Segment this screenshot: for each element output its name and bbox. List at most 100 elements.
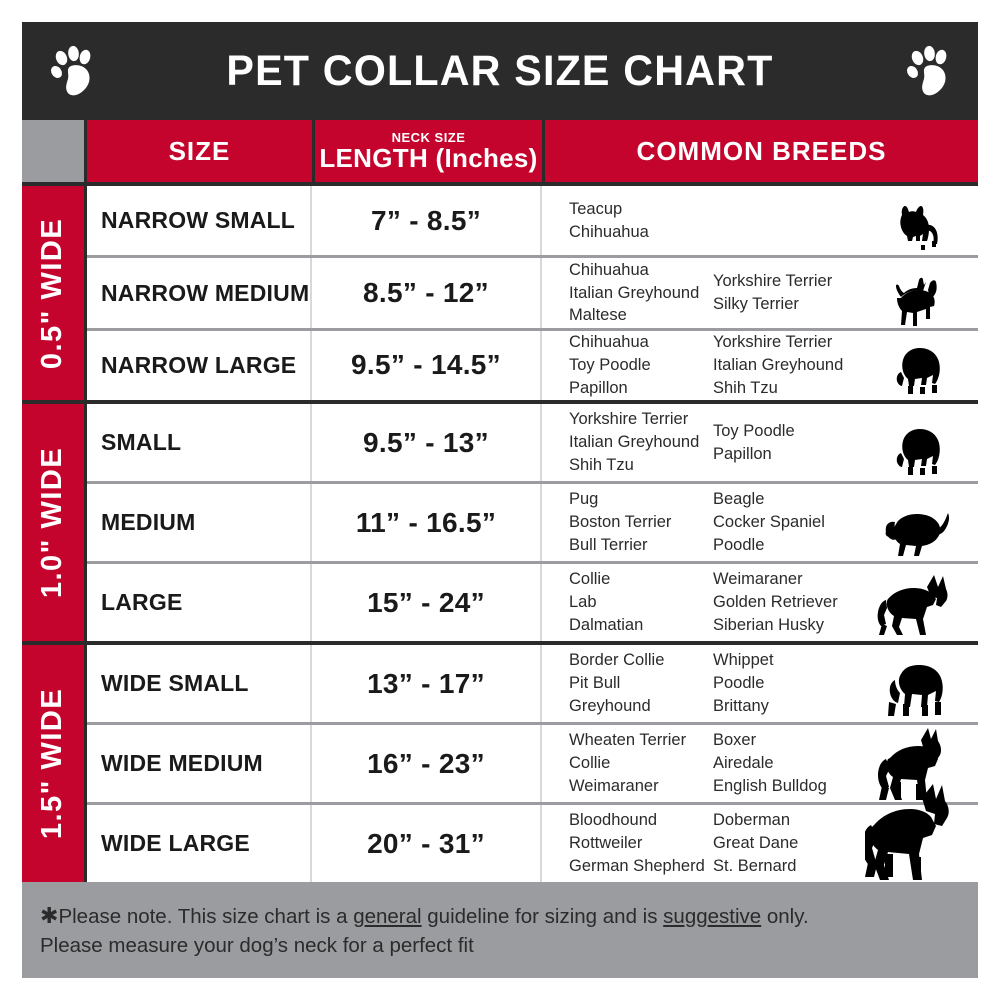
breed-item: Italian Greyhound (569, 283, 700, 302)
table-row: WIDE SMALL 13” - 17” Border Collie Pit B… (87, 645, 978, 726)
footer-emphasis-general: general (353, 904, 422, 928)
table-row: MEDIUM 11” - 16.5” Pug Boston Terrier Bu… (87, 484, 978, 565)
breed-item: Dalmatian (569, 615, 644, 634)
breed-item: Papillon (569, 378, 628, 397)
width-group-narrow: 0.5" WIDE NARROW SMALL 7” - 8.5” Teacup … (22, 182, 978, 401)
cell-length: 13” - 17” (312, 645, 542, 723)
cell-size: WIDE MEDIUM (87, 725, 312, 803)
header-corner-cell (22, 120, 84, 182)
yorkshire-terrier-silhouette (862, 186, 972, 255)
breed-item: St. Bernard (713, 856, 797, 875)
cell-breeds: Yorkshire Terrier Italian Greyhound Shih… (542, 404, 978, 481)
breeds-column-2: Whippet Poodle Brittany (713, 649, 774, 717)
cell-breeds: Chihuahua Italian Greyhound Maltese York… (542, 258, 978, 327)
breeds-column-1: Yorkshire Terrier Italian Greyhound Shih… (569, 408, 713, 476)
breed-item: Bull Terrier (569, 535, 648, 554)
breeds-column-1: Pug Boston Terrier Bull Terrier (569, 488, 713, 556)
breed-item: Weimaraner (713, 570, 803, 589)
pomeranian-silhouette (862, 331, 972, 400)
table-row: LARGE 15” - 24” Collie Lab Dalmatian Wei… (87, 564, 978, 642)
footer-text-b: guideline for sizing and is (421, 904, 664, 928)
cell-size: SMALL (87, 404, 312, 482)
breed-item: Wheaten Terrier (569, 731, 687, 750)
cell-size: MEDIUM (87, 484, 312, 562)
cell-length: 11” - 16.5” (312, 484, 542, 562)
size-table: SIZE NECK SIZE LENGTH (Inches) COMMON BR… (22, 120, 978, 882)
cell-length: 8.5” - 12” (312, 258, 542, 328)
cell-size: WIDE SMALL (87, 645, 312, 723)
cell-size: NARROW SMALL (87, 186, 312, 256)
chart-header: PET COLLAR SIZE CHART (22, 22, 978, 120)
group-label-text: 0.5" WIDE (36, 217, 69, 369)
paw-print-icon (907, 45, 947, 96)
breeds-column-1: Collie Lab Dalmatian (569, 568, 713, 636)
breeds-column-1: Teacup Chihuahua (569, 198, 713, 244)
breed-item: Airedale (713, 754, 774, 773)
breed-item: Golden Retriever (713, 593, 838, 612)
breed-item: German Shepherd (569, 856, 705, 875)
breed-item: English Bulldog (713, 776, 827, 795)
cell-breeds: Collie Lab Dalmatian Weimaraner Golden R… (542, 564, 978, 641)
breed-item: Italian Greyhound (569, 433, 700, 452)
breed-item: Rottweiler (569, 834, 643, 853)
breed-item: Siberian Husky (713, 615, 824, 634)
cell-size: NARROW LARGE (87, 330, 312, 401)
page-title: PET COLLAR SIZE CHART (226, 46, 774, 95)
bulldog-silhouette (862, 645, 972, 722)
asterisk-icon: ✱ (40, 902, 59, 928)
cell-size: NARROW MEDIUM (87, 258, 312, 328)
breed-item: Bloodhound (569, 811, 658, 830)
cell-length: 9.5” - 14.5” (312, 330, 542, 401)
breed-item: Chihuahua (569, 260, 649, 279)
beagle-silhouette (862, 484, 972, 561)
breed-item: Pug (569, 490, 599, 509)
cell-breeds: Chihuahua Toy Poodle Papillon Yorkshire … (542, 331, 978, 400)
column-header-length: NECK SIZE LENGTH (Inches) (315, 120, 542, 182)
cell-size: WIDE LARGE (87, 805, 312, 882)
table-row: NARROW MEDIUM 8.5” - 12” Chihuahua Itali… (87, 258, 978, 331)
width-group-wide: 1.5" WIDE WIDE SMALL 13” - 17” Border Co… (22, 641, 978, 882)
table-row: NARROW SMALL 7” - 8.5” Teacup Chihuahua (87, 186, 978, 259)
cell-length: 9.5” - 13” (312, 404, 542, 482)
breed-item: Whippet (713, 651, 774, 670)
breed-item: Italian Greyhound (713, 356, 844, 375)
footer-text-c: only. (761, 904, 809, 928)
breed-item: Chihuahua (569, 333, 649, 352)
breed-item: Poodle (713, 674, 765, 693)
column-header-length-main: LENGTH (Inches) (319, 143, 538, 173)
group-label-text: 1.5" WIDE (36, 687, 69, 840)
breed-item: Collie (569, 754, 611, 773)
cell-size: LARGE (87, 564, 312, 642)
breed-item: Pit Bull (569, 674, 621, 693)
cell-length: 7” - 8.5” (312, 186, 542, 256)
width-group-standard: 1.0" WIDE SMALL 9.5” - 13” Yorkshire Ter… (22, 400, 978, 642)
footer-line-2: Please measure your dog’s neck for a per… (40, 934, 474, 958)
cell-breeds: Teacup Chihuahua (542, 186, 978, 255)
breed-item: Chihuahua (569, 222, 649, 241)
breed-item: Brittany (713, 696, 769, 715)
breed-item: Boston Terrier (569, 513, 672, 532)
group-label-wide: 1.5" WIDE (22, 645, 84, 882)
table-row: WIDE LARGE 20” - 31” Bloodhound Rottweil… (87, 783, 978, 882)
group-label-narrow: 0.5" WIDE (22, 186, 84, 401)
breed-item: Poodle (713, 535, 765, 554)
breed-item: Yorkshire Terrier (713, 272, 833, 291)
pomeranian-silhouette (862, 404, 972, 481)
group-label-standard: 1.0" WIDE (22, 404, 84, 642)
cell-length: 15” - 24” (312, 564, 542, 642)
breeds-column-2: Toy Poodle Papillon (713, 420, 795, 466)
table-row: SMALL 9.5” - 13” Yorkshire Terrier Itali… (87, 404, 978, 485)
column-header-length-sub: NECK SIZE (391, 130, 466, 145)
breeds-column-1: Chihuahua Toy Poodle Papillon (569, 331, 713, 399)
boxer-silhouette (862, 725, 972, 802)
footer-note: ✱Please note. This size chart is a gener… (22, 882, 978, 978)
breed-item: Maltese (569, 306, 627, 325)
breed-item: Border Collie (569, 651, 665, 670)
paw-print-icon (51, 45, 91, 96)
breed-item: Toy Poodle (569, 356, 651, 375)
breed-item: Greyhound (569, 696, 651, 715)
cell-breeds: Bloodhound Rottweiler German Shepherd Do… (542, 783, 978, 882)
breed-item: Doberman (713, 811, 791, 830)
group-label-text: 1.0" WIDE (36, 446, 69, 599)
column-header-breeds: COMMON BREEDS (545, 120, 978, 182)
